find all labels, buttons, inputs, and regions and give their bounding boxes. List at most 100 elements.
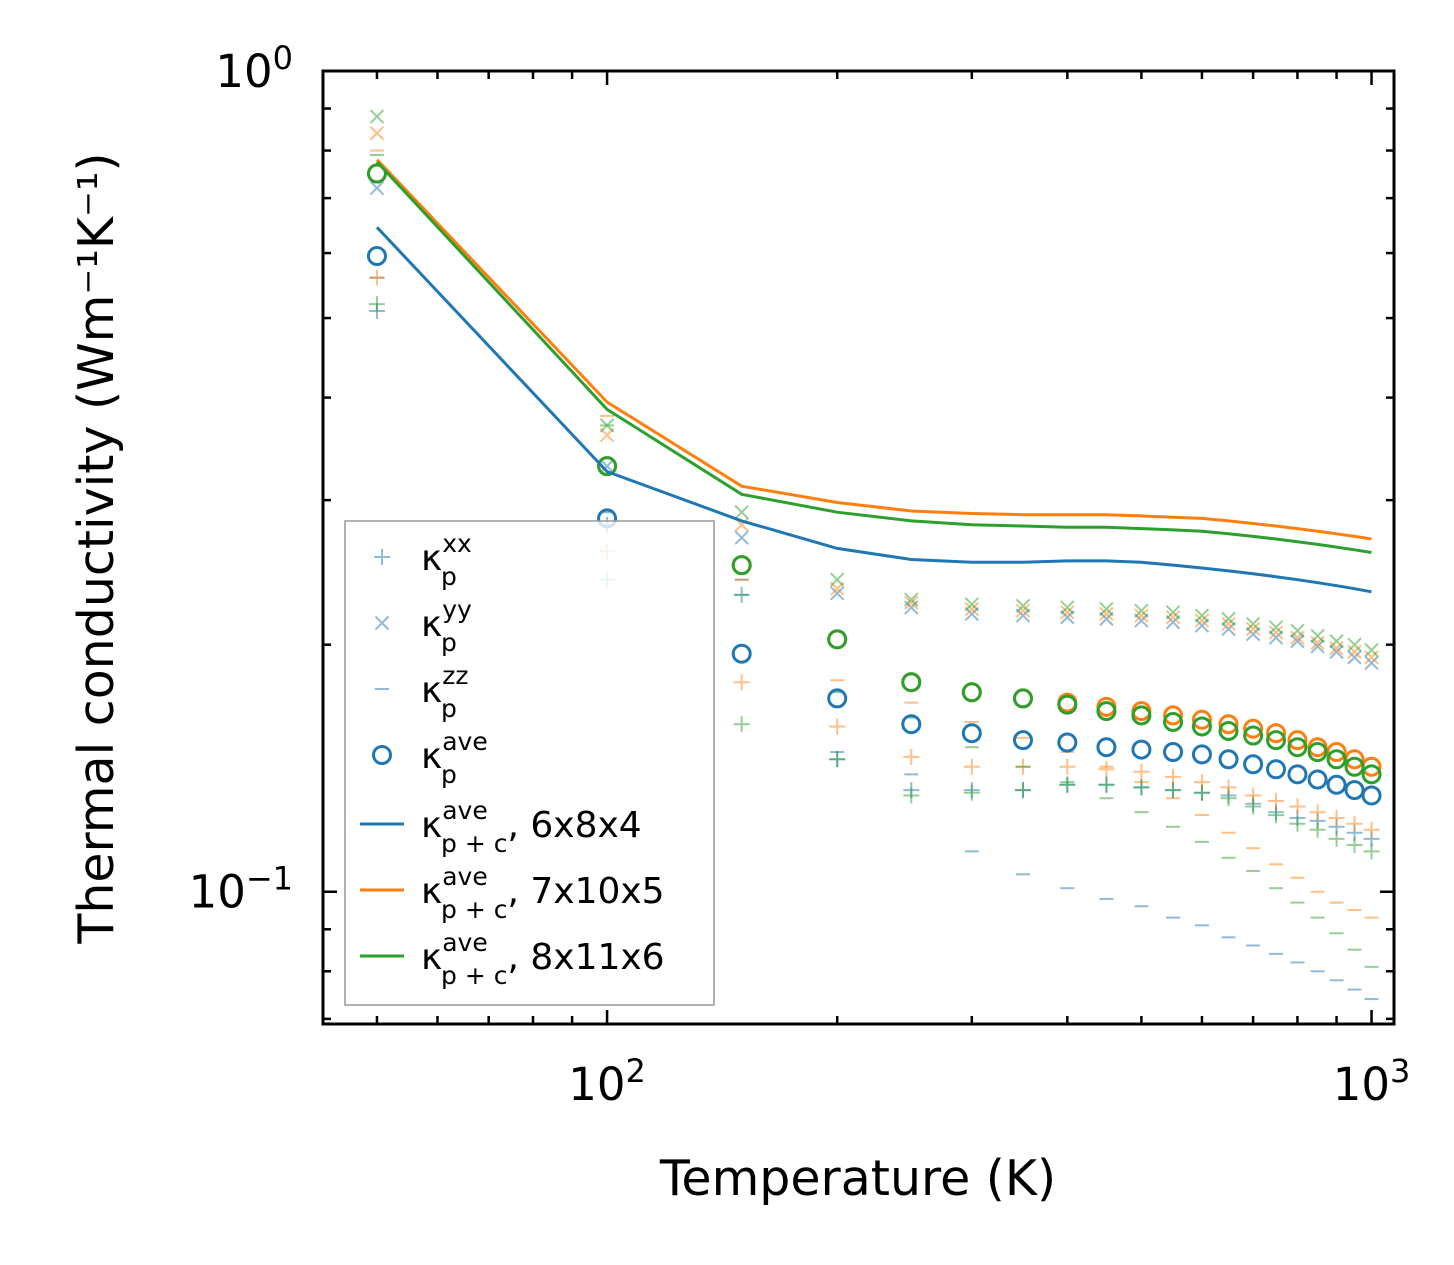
kyy-point <box>369 180 385 196</box>
kave-point <box>731 555 752 576</box>
kyy-point <box>1099 601 1114 617</box>
kave-point <box>1012 688 1033 709</box>
kave-point <box>366 246 387 267</box>
kyy-point <box>1290 633 1305 649</box>
x-tick-label: 103 <box>1333 1052 1411 1111</box>
kave-point <box>1266 730 1287 751</box>
kxx-point <box>1328 830 1345 847</box>
kave-point <box>1361 764 1382 785</box>
kyy-point <box>1099 606 1114 622</box>
kyy-point <box>1364 642 1379 658</box>
kyy-point <box>904 592 919 607</box>
kxx-point <box>1328 809 1345 826</box>
kyy-point <box>1194 613 1210 628</box>
kyy-point <box>1329 644 1344 660</box>
kxx-point <box>829 751 846 768</box>
kyy-point <box>1221 621 1236 637</box>
kxx-point <box>368 269 385 286</box>
kyy-point <box>1268 625 1284 640</box>
kave-point <box>1344 756 1365 777</box>
kave-point <box>901 714 922 735</box>
kave-point <box>1287 730 1308 751</box>
legend-label: κave p <box>421 727 488 789</box>
kave-point <box>961 682 982 703</box>
legend-marker-handle <box>374 615 390 631</box>
kyy-point <box>734 505 749 520</box>
kave-point <box>1266 759 1287 780</box>
kave-point <box>1326 774 1347 795</box>
kave-point <box>1057 694 1078 715</box>
kpc-line-7x10x5 <box>375 158 1372 541</box>
legend-label: κyy p <box>421 595 472 657</box>
kxx-point <box>963 758 980 775</box>
kave-point <box>1243 754 1264 775</box>
legend-label: κzz p <box>421 661 468 723</box>
kyy-point <box>1245 616 1261 632</box>
kxx-point <box>1098 761 1115 778</box>
kyy-point <box>1165 605 1181 620</box>
kave-point <box>1243 725 1264 746</box>
kave-point <box>1131 739 1152 760</box>
kxx-point <box>1268 792 1285 809</box>
kxx-point <box>1015 782 1031 799</box>
kave-point <box>597 456 618 477</box>
kave-point <box>1163 711 1184 732</box>
kave-point <box>1243 718 1264 739</box>
kxx-point <box>368 296 385 313</box>
kyy-point <box>964 601 980 617</box>
y-tick-label: 100 <box>215 39 293 98</box>
kave-point <box>1191 716 1212 737</box>
kave-point <box>1218 714 1239 735</box>
series-ave-6x8x4 <box>366 246 1382 806</box>
kxx-point <box>1220 790 1237 807</box>
kxx-point <box>829 718 846 735</box>
series-ave-8x11x6 <box>366 163 1382 785</box>
kyy-point <box>1165 610 1181 625</box>
kyy-point <box>1310 628 1325 644</box>
kxx-point <box>1346 815 1363 832</box>
kave-point <box>827 629 848 650</box>
kyy-point <box>829 572 845 587</box>
kave-point <box>1307 769 1328 790</box>
kave-point <box>1361 785 1382 806</box>
kyy-point <box>1060 605 1075 620</box>
kave-point <box>1057 732 1078 753</box>
kyy-point <box>1347 644 1362 660</box>
kyy-point <box>734 530 749 545</box>
kxx-point <box>1098 776 1115 793</box>
kxx-point <box>1165 782 1182 799</box>
kxx-point <box>963 784 980 801</box>
kxx-point <box>1363 843 1380 860</box>
kyy-point <box>1329 641 1344 656</box>
kyy-point <box>369 109 385 124</box>
tick-labels: 102 103 100 10−1 <box>189 39 1411 1111</box>
kyy-point <box>1290 630 1305 645</box>
kave-point <box>366 163 387 184</box>
kave-point <box>1191 744 1212 765</box>
x-axis-label: Temperature (K) <box>659 1150 1056 1207</box>
legend-marker-handle <box>372 745 392 765</box>
kyy-point <box>1060 600 1075 615</box>
kyy-point <box>1134 603 1149 618</box>
kave-point <box>1163 705 1184 726</box>
kyy-point <box>1347 650 1362 665</box>
legend-marker-handle <box>374 549 390 565</box>
kxx-point <box>1346 837 1363 854</box>
kyy-point <box>1347 637 1362 652</box>
kave-point <box>1266 723 1287 744</box>
kyy-point <box>1194 608 1210 623</box>
kave-point <box>1326 741 1347 762</box>
kyy-point <box>1134 608 1149 623</box>
kxx-point <box>1309 804 1326 821</box>
kave-point <box>1131 705 1152 726</box>
y-axis-label: Thermal conductivity (Wm⁻¹K⁻¹) <box>68 152 125 944</box>
legend-label: κave p + c, 6x8x4 <box>421 796 642 858</box>
kave-point <box>731 643 752 664</box>
kyy-point <box>1221 611 1236 627</box>
kxx-point <box>1133 779 1150 796</box>
kave-point <box>1012 730 1033 751</box>
kxx-point <box>1363 821 1380 838</box>
kxx-point <box>1193 784 1210 801</box>
